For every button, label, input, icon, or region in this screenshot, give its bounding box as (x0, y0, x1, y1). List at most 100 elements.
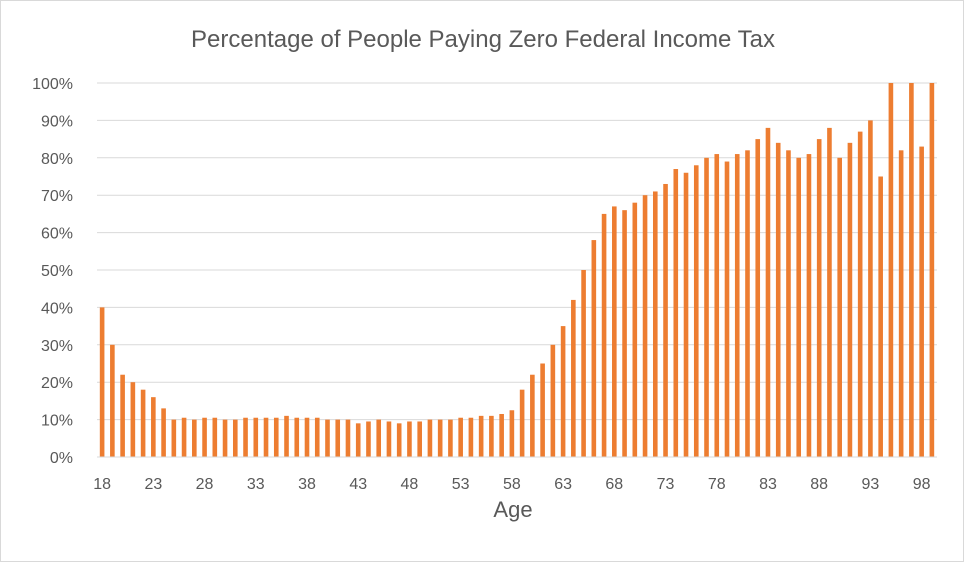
bar-age-28 (202, 417, 207, 457)
x-tick-label: 48 (401, 476, 419, 493)
bar-age-46 (386, 421, 392, 457)
bar-age-51 (437, 419, 443, 457)
bar-age-70 (632, 202, 638, 457)
y-tick-label: 70% (41, 188, 73, 205)
bar-age-86 (796, 157, 802, 458)
bar-age-68 (612, 206, 617, 457)
bar-age-92 (857, 131, 863, 457)
bar-age-61 (540, 363, 545, 457)
bar-age-87 (806, 154, 812, 457)
bar-age-77 (704, 157, 709, 458)
bar-age-55 (478, 415, 484, 457)
bar-age-85 (786, 150, 791, 457)
bar-age-20 (120, 374, 125, 457)
bar-age-37 (294, 417, 300, 457)
bar-age-43 (355, 423, 361, 457)
bar-age-45 (376, 419, 382, 457)
bar-age-48 (407, 421, 412, 457)
bar-age-79 (724, 161, 730, 458)
bar-age-84 (775, 142, 781, 457)
bar-age-74 (673, 169, 679, 457)
bar-age-88 (816, 139, 822, 457)
bar-age-75 (683, 172, 689, 457)
x-axis-ticks: 18 23 28 33 38 43 48 53 58 63 68 73 78 83 88 93 98 (93, 476, 930, 493)
bar-age-71 (642, 195, 648, 457)
y-tick-label: 20% (41, 375, 73, 392)
bar-age-73 (663, 183, 668, 458)
y-tick-label: 100% (32, 76, 73, 93)
bar-age-30 (222, 419, 228, 457)
bar-age-53 (458, 417, 463, 457)
y-tick-label: 40% (41, 300, 73, 317)
x-tick-label: 68 (605, 476, 623, 493)
bar-age-58 (509, 410, 515, 457)
chart-title: Percentage of People Paying Zero Federal… (191, 26, 775, 53)
x-tick-label: 93 (862, 476, 880, 493)
bar-age-52 (448, 419, 453, 457)
x-tick-label: 18 (93, 476, 111, 493)
bar-age-23 (151, 397, 156, 457)
y-tick-label: 10% (41, 413, 73, 430)
bar-age-67 (601, 213, 607, 457)
x-tick-label: 53 (452, 476, 470, 493)
y-tick-label: 60% (41, 226, 73, 243)
bar-age-97 (909, 83, 914, 457)
x-axis-title: Age (493, 497, 532, 522)
bar-age-94 (878, 176, 883, 457)
x-tick-label: 33 (247, 476, 265, 493)
bar-age-41 (335, 419, 341, 457)
bar-age-83 (765, 127, 771, 457)
bar-age-31 (232, 419, 238, 457)
bar-age-96 (898, 150, 904, 457)
bar-age-89 (827, 127, 832, 457)
bar-age-24 (161, 408, 166, 457)
bar-age-29 (212, 417, 218, 457)
bar-age-32 (243, 417, 248, 457)
bar-age-62 (550, 344, 556, 457)
bar-age-57 (499, 413, 504, 457)
bar-age-34 (263, 417, 269, 457)
x-tick-label: 23 (144, 476, 162, 493)
bar-age-99 (929, 83, 935, 457)
bar-age-40 (325, 419, 330, 457)
bar-age-82 (755, 139, 761, 457)
y-axis-ticks: 0% 10% 20% 30% 40% 50% 60% 70% 80% 90% 100% (32, 76, 73, 467)
x-tick-label: 58 (503, 476, 521, 493)
bar-age-64 (571, 299, 576, 457)
bar-age-18 (99, 307, 105, 457)
bar-age-22 (140, 389, 146, 457)
bar-age-65 (581, 270, 586, 457)
bar-age-54 (468, 417, 474, 457)
bar-age-49 (417, 421, 422, 457)
y-tick-label: 50% (41, 263, 73, 280)
bar-age-81 (745, 150, 750, 457)
x-tick-label: 88 (810, 476, 828, 493)
bar-age-44 (366, 421, 371, 457)
bar-age-72 (652, 191, 658, 457)
bar-age-50 (427, 419, 433, 457)
bar-age-56 (489, 415, 494, 457)
bar-age-26 (181, 417, 187, 457)
bar-age-33 (253, 417, 259, 457)
bar-age-60 (530, 374, 535, 457)
bars (99, 83, 935, 458)
bar-age-36 (284, 415, 289, 457)
x-tick-label: 73 (657, 476, 675, 493)
bar-age-19 (110, 344, 115, 457)
bar-age-63 (560, 326, 566, 457)
bar-age-90 (837, 157, 842, 458)
bar-age-35 (273, 417, 279, 457)
bar-age-95 (888, 83, 894, 457)
bar-age-25 (171, 419, 177, 457)
bar-age-59 (519, 389, 525, 457)
bar-age-98 (919, 146, 924, 457)
x-tick-label: 38 (298, 476, 316, 493)
bar-age-47 (396, 423, 402, 457)
y-tick-label: 80% (41, 151, 73, 168)
bar-age-39 (314, 417, 320, 457)
x-tick-label: 63 (554, 476, 572, 493)
y-tick-label: 0% (50, 450, 73, 467)
bar-age-76 (693, 165, 699, 457)
